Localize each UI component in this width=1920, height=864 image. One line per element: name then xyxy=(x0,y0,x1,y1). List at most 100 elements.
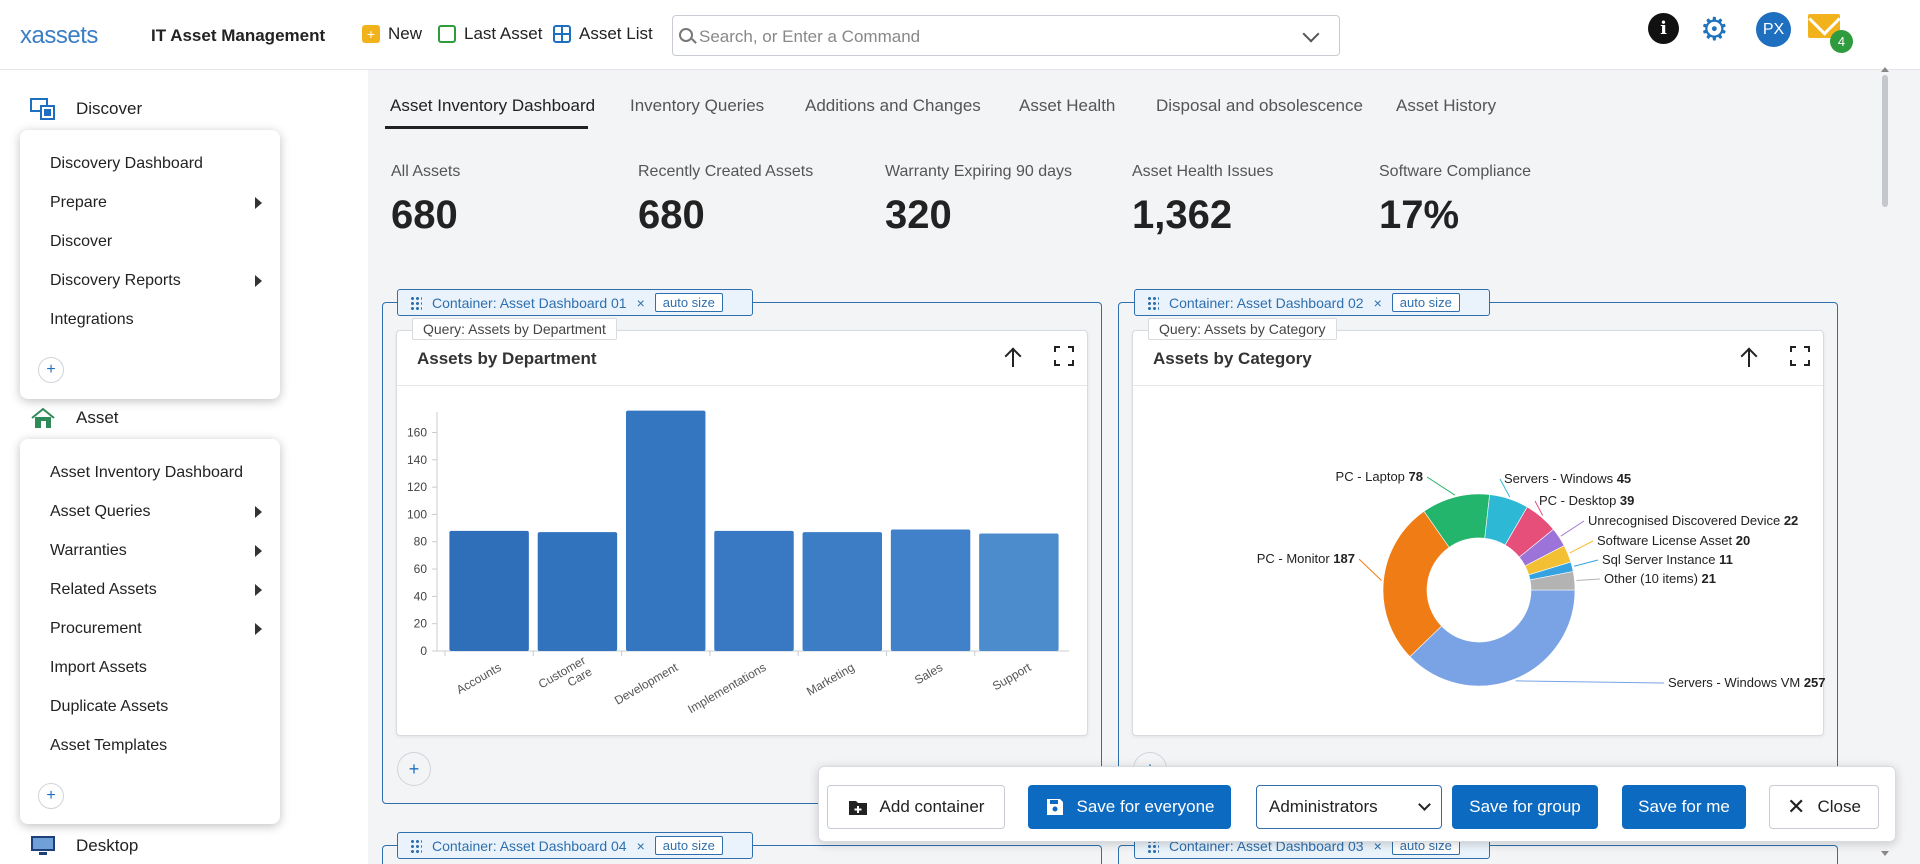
menu-item-label: Integrations xyxy=(50,311,134,328)
drag-handle-icon[interactable] xyxy=(1147,295,1159,310)
y-tick-label: 140 xyxy=(407,453,427,467)
auto-size-button[interactable]: auto size xyxy=(1391,293,1460,312)
stat-tile[interactable]: Warranty Expiring 90 days 320 xyxy=(885,163,1072,238)
slice-other-10-items-[interactable] xyxy=(1529,571,1576,591)
sidebar-menu-item[interactable]: Asset Inventory Dashboard xyxy=(20,453,280,492)
save-for-everyone-button[interactable]: Save for everyone xyxy=(1028,785,1231,829)
close-icon[interactable]: × xyxy=(1373,837,1382,854)
bar-implementations[interactable] xyxy=(714,530,794,651)
bar-support[interactable] xyxy=(979,533,1059,651)
bar-marketing[interactable] xyxy=(802,532,883,651)
sidebar-menu-item[interactable]: Duplicate Assets xyxy=(20,687,280,726)
slice-servers-windows-vm[interactable] xyxy=(1409,589,1576,687)
close-button[interactable]: ✕ Close xyxy=(1769,785,1879,829)
sidebar-menu-item[interactable]: Asset Queries xyxy=(20,492,280,531)
fullscreen-icon[interactable] xyxy=(1054,346,1074,366)
app-logo[interactable]: xassets xyxy=(20,22,98,49)
bar-chart: 0 20 40 60 80 100 120 140 160 Accounts CustomerCar… xyxy=(407,410,1069,716)
auto-size-button[interactable]: auto size xyxy=(654,293,723,312)
sidebar-section-discover[interactable]: Discover xyxy=(30,98,142,120)
bar-accounts[interactable] xyxy=(449,530,529,651)
caret-right-icon xyxy=(255,197,262,209)
slice-leader-line xyxy=(1534,500,1544,516)
sidebar-menu-item[interactable]: Prepare xyxy=(20,183,280,222)
new-button[interactable]: + New xyxy=(362,24,422,44)
tab-inventory-queries[interactable]: Inventory Queries xyxy=(630,96,765,115)
sidebar-menu-item[interactable]: Discover xyxy=(20,222,280,261)
add-menu-item-button[interactable]: + xyxy=(38,357,64,383)
sidebar-menu-item[interactable]: Import Assets xyxy=(20,648,280,687)
auto-size-button[interactable]: auto size xyxy=(654,836,723,855)
tab-disposal-and-obsolescence[interactable]: Disposal and obsolescence xyxy=(1156,96,1363,115)
save-for-everyone-label: Save for everyone xyxy=(1076,797,1215,816)
info-icon[interactable]: i xyxy=(1648,13,1679,44)
save-for-me-label: Save for me xyxy=(1638,797,1730,816)
sidebar-menu-item[interactable]: Discovery Reports xyxy=(20,261,280,300)
sidebar-menu-item[interactable]: Related Assets xyxy=(20,570,280,609)
tab-additions-and-changes[interactable]: Additions and Changes xyxy=(805,96,981,115)
asset-list-label: Asset List xyxy=(579,24,653,43)
bar-customer-care[interactable] xyxy=(537,532,618,651)
stat-tile[interactable]: All Assets 680 xyxy=(391,163,460,238)
x-tick-label: Development xyxy=(612,660,681,708)
sidebar-menu-item[interactable]: Integrations xyxy=(20,300,280,339)
discover-icon xyxy=(30,98,56,120)
close-icon[interactable]: × xyxy=(636,837,645,854)
x-tick-label: CustomerCare xyxy=(536,653,595,703)
sidebar-section-asset[interactable]: Asset xyxy=(30,407,119,429)
main-scrollbar[interactable] xyxy=(1880,67,1890,856)
container-tag-4[interactable]: Container: Asset Dashboard 04 × auto siz… xyxy=(397,832,753,859)
sidebar-menu-item[interactable]: Asset Templates xyxy=(20,726,280,765)
search-input[interactable]: Search, or Enter a Command xyxy=(699,27,921,46)
bar-development[interactable] xyxy=(625,410,706,651)
sidebar-menu-item[interactable]: Discovery Dashboard xyxy=(20,144,280,183)
container-tag-1[interactable]: Container: Asset Dashboard 01 × auto siz… xyxy=(397,289,753,316)
tab-asset-health[interactable]: Asset Health xyxy=(1019,96,1116,115)
avatar[interactable]: PX xyxy=(1756,12,1791,47)
add-widget-button[interactable]: + xyxy=(397,752,431,786)
fullscreen-icon[interactable] xyxy=(1790,346,1810,366)
asset-house-icon xyxy=(30,407,56,429)
menu-item-label: Related Assets xyxy=(50,581,157,598)
close-icon[interactable]: × xyxy=(636,294,645,311)
group-select[interactable]: Administrators xyxy=(1256,785,1442,829)
container-tag-2[interactable]: Container: Asset Dashboard 02 × auto siz… xyxy=(1134,289,1490,316)
scrollbar-thumb[interactable] xyxy=(1882,75,1888,207)
slice-pc-monitor[interactable] xyxy=(1382,510,1450,658)
drag-handle-icon[interactable] xyxy=(410,295,422,310)
menu-item-label: Warranties xyxy=(50,542,127,559)
chevron-down-icon[interactable] xyxy=(1302,25,1320,43)
scroll-down-icon[interactable] xyxy=(1881,851,1889,856)
arrow-up-icon[interactable] xyxy=(1003,345,1023,369)
arrow-up-icon[interactable] xyxy=(1739,345,1759,369)
stat-tile[interactable]: Recently Created Assets 680 xyxy=(638,163,813,238)
gear-icon[interactable]: ⚙ xyxy=(1700,11,1729,47)
sidebar-menu-item[interactable]: Warranties xyxy=(20,531,280,570)
menu-item-label: Discover xyxy=(50,233,113,250)
tab-asset-history[interactable]: Asset History xyxy=(1396,96,1497,115)
add-container-button[interactable]: Add container xyxy=(827,785,1005,829)
command-search[interactable]: Search, or Enter a Command xyxy=(672,15,1340,56)
save-for-group-button[interactable]: Save for group xyxy=(1452,785,1598,829)
sidebar-section-desktop[interactable]: Desktop xyxy=(30,835,138,857)
slice-label: Servers - Windows VM 257 xyxy=(1668,675,1825,690)
stat-tile[interactable]: Asset Health Issues 1,362 xyxy=(1132,163,1273,238)
mail-count-badge: 4 xyxy=(1830,30,1853,53)
last-asset-button[interactable]: Last Asset xyxy=(438,24,542,44)
drag-handle-icon[interactable] xyxy=(1147,838,1159,853)
stat-value: 320 xyxy=(885,193,952,237)
add-menu-item-button[interactable]: + xyxy=(38,783,64,809)
tab-asset-inventory-dashboard[interactable]: Asset Inventory Dashboard xyxy=(390,96,596,115)
close-icon: ✕ xyxy=(1787,794,1806,819)
save-for-me-button[interactable]: Save for me xyxy=(1622,785,1746,829)
close-icon[interactable]: × xyxy=(1373,294,1382,311)
asset-list-button[interactable]: Asset List xyxy=(553,24,653,44)
sidebar-menu-item[interactable]: Procurement xyxy=(20,609,280,648)
desktop-icon xyxy=(30,835,56,857)
stat-tile[interactable]: Software Compliance 17% xyxy=(1379,163,1531,238)
drag-handle-icon[interactable] xyxy=(410,838,422,853)
bar-sales[interactable] xyxy=(890,529,971,651)
search-icon xyxy=(679,28,693,42)
menu-item-label: Import Assets xyxy=(50,659,147,676)
scroll-up-icon[interactable] xyxy=(1881,67,1889,72)
